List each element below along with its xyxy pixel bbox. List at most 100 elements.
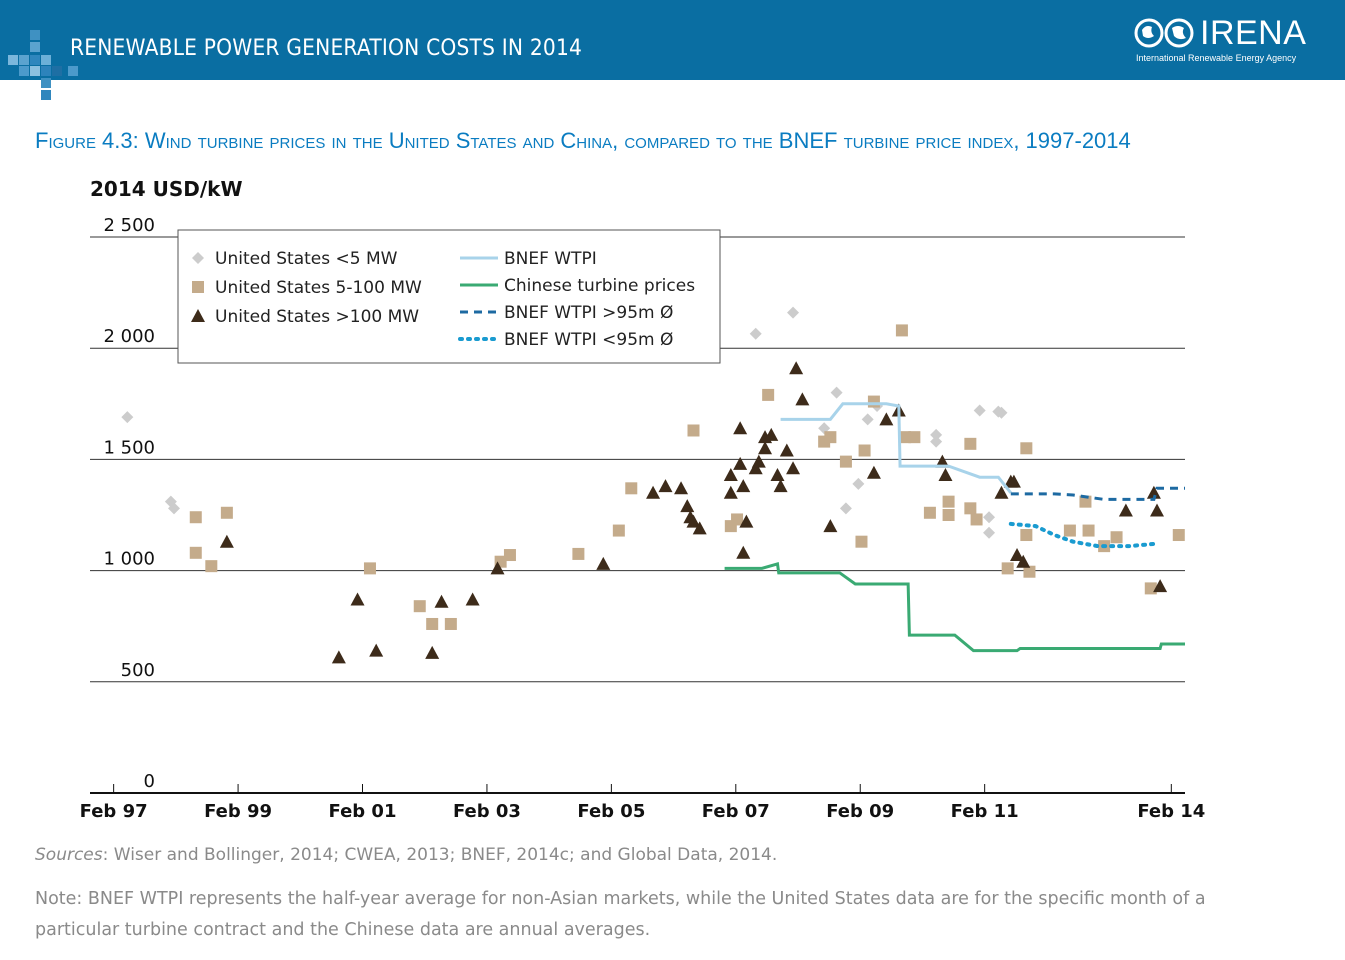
- legend: United States <5 MW United States 5-100 M…: [177, 229, 721, 364]
- series-layer: [121, 306, 1185, 664]
- data-point-diamond: [121, 411, 134, 424]
- legend-marker-square: [192, 281, 204, 293]
- data-point-diamond: [167, 502, 180, 515]
- note-text: Note: BNEF WTPI represents the half-year…: [35, 889, 1206, 940]
- data-point-square: [1020, 442, 1033, 455]
- data-point-square: [426, 617, 439, 630]
- data-point-diamond: [787, 306, 800, 319]
- data-point-square: [762, 388, 775, 401]
- legend-label: Chinese turbine prices: [504, 276, 695, 296]
- data-point-triangle: [369, 643, 384, 657]
- data-point-triangle: [866, 465, 881, 479]
- data-point-triangle: [733, 456, 748, 470]
- data-point-triangle: [1010, 548, 1025, 562]
- data-point-triangle: [823, 519, 838, 533]
- legend-box: [177, 229, 721, 364]
- data-point-square: [1079, 495, 1092, 508]
- series-line-chinese-turbine-prices: [724, 562, 1185, 653]
- data-point-square: [572, 547, 585, 560]
- sources-text: : Wiser and Bollinger, 2014; CWEA, 2013;…: [102, 845, 778, 865]
- x-tick-label: Feb 01: [329, 801, 397, 822]
- data-point-square: [923, 506, 936, 519]
- data-point-triangle: [739, 514, 754, 528]
- x-tick-label: Feb 03: [453, 801, 521, 822]
- data-point-triangle: [779, 443, 794, 457]
- data-point-triangle: [770, 467, 785, 481]
- data-point-diamond: [973, 404, 986, 417]
- data-point-triangle: [758, 441, 773, 455]
- data-point-triangle: [692, 521, 707, 535]
- data-point-square: [964, 437, 977, 450]
- data-point-triangle: [935, 454, 950, 468]
- data-point-square: [731, 513, 744, 526]
- data-point-triangle: [465, 592, 480, 606]
- data-point-square: [612, 524, 625, 537]
- series-united-states-100-mw: [219, 361, 1168, 664]
- data-point-square: [858, 444, 871, 457]
- x-tick-label: Feb 99: [204, 801, 272, 822]
- data-point-triangle: [994, 485, 1009, 499]
- legend-label: United States 5-100 MW: [215, 278, 422, 298]
- data-point-square: [855, 535, 868, 548]
- data-point-triangle: [1016, 554, 1031, 568]
- y-tick-label: 2 500: [103, 215, 155, 236]
- data-point-square: [189, 546, 202, 559]
- data-point-square: [867, 395, 880, 408]
- data-point-square: [1020, 529, 1033, 542]
- sources-label: Sources: [35, 845, 103, 865]
- data-point-square: [964, 502, 977, 515]
- y-axis-unit-label: 2014 USD/kW: [90, 177, 243, 201]
- header-banner: RENEWABLE POWER GENERATION COSTS IN 2014…: [0, 0, 1345, 100]
- data-point-triangle: [646, 485, 661, 499]
- banner-title: RENEWABLE POWER GENERATION COSTS IN 2014: [70, 36, 583, 61]
- legend-marker-diamond: [192, 252, 204, 264]
- x-tick-label: Feb 14: [1137, 801, 1205, 822]
- data-point-square: [444, 617, 457, 630]
- data-point-square: [413, 600, 426, 613]
- legend-label: United States >100 MW: [215, 307, 419, 327]
- figure-title: Figure 4.3: Wind turbine prices in the U…: [35, 128, 1131, 153]
- series-united-states-5-100-mw: [189, 324, 1185, 630]
- x-tick-label: Feb 97: [80, 801, 148, 822]
- data-point-triangle: [219, 534, 234, 548]
- data-point-triangle: [1153, 579, 1168, 593]
- data-point-square: [1082, 524, 1095, 537]
- data-point-triangle: [748, 461, 763, 475]
- axis-layer: 0 500 1 000 1 500 2 000 2 500 Feb 97 Feb 99 Feb …: [80, 215, 1206, 822]
- data-point-triangle: [736, 545, 751, 559]
- data-point-square: [1144, 582, 1157, 595]
- series-line-bnef-wtpi-95m: [1008, 521, 1156, 549]
- data-point-diamond: [983, 526, 996, 539]
- data-point-diamond: [852, 477, 865, 490]
- data-point-square: [1023, 565, 1036, 578]
- data-point-triangle: [786, 461, 801, 475]
- logo-subtitle: International Renewable Energy Agency: [1136, 53, 1297, 63]
- y-tick-label: 2 000: [103, 326, 155, 347]
- data-point-diamond: [830, 386, 843, 399]
- series-line-bnef-wtpi-95m: [1010, 486, 1185, 501]
- data-point-triangle: [596, 556, 611, 570]
- legend-label: BNEF WTPI >95m Ø: [504, 303, 673, 323]
- data-point-square: [1172, 529, 1185, 542]
- data-point-triangle: [789, 361, 804, 375]
- data-point-square: [895, 324, 908, 337]
- data-point-square: [908, 431, 921, 444]
- data-point-triangle: [331, 650, 346, 664]
- legend-label: BNEF WTPI <95m Ø: [504, 330, 673, 350]
- irena-logo-icon: [1134, 18, 1194, 48]
- legend-label: United States <5 MW: [215, 249, 398, 269]
- data-point-triangle: [350, 592, 365, 606]
- x-tick-label: Feb 09: [826, 801, 894, 822]
- y-tick-label: 500: [121, 660, 155, 681]
- data-point-square: [1110, 531, 1123, 544]
- data-point-triangle: [658, 479, 673, 493]
- data-point-square: [503, 549, 516, 562]
- data-point-triangle: [733, 421, 748, 435]
- data-point-triangle: [723, 485, 738, 499]
- data-point-square: [899, 431, 912, 444]
- data-point-triangle: [1006, 474, 1021, 488]
- x-tick-label: Feb 05: [577, 801, 645, 822]
- data-point-triangle: [1146, 485, 1161, 499]
- data-point-diamond: [749, 327, 762, 340]
- data-point-triangle: [674, 481, 689, 495]
